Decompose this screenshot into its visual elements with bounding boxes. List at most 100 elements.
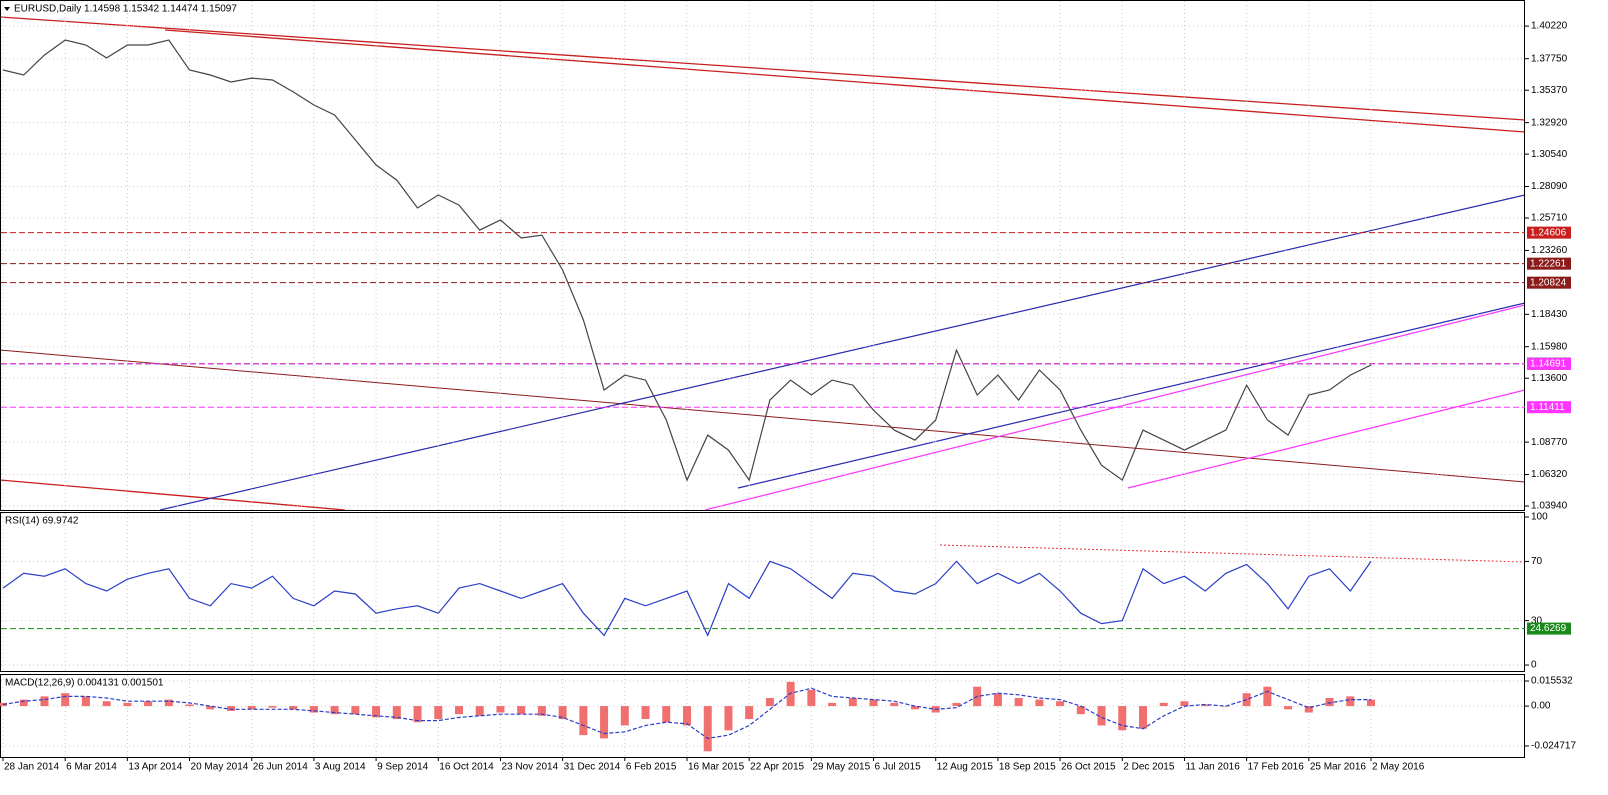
- y-tick-label: 1.25710: [1531, 213, 1568, 224]
- macd-bar: [807, 689, 816, 707]
- x-tick-label: 25 Mar 2016: [1310, 762, 1367, 773]
- macd-bar: [40, 696, 49, 707]
- x-tick-label: 31 Dec 2014: [564, 762, 621, 773]
- macd-bar: [1263, 686, 1272, 707]
- level-label: 1.14691: [1530, 358, 1567, 369]
- macd-bar: [1180, 701, 1189, 707]
- macd-bar: [600, 706, 609, 739]
- x-tick-label: 13 Apr 2014: [128, 762, 182, 773]
- price-panel-frame: [0, 0, 1525, 511]
- macd-bar: [993, 693, 1002, 707]
- rsi-panel-frame: [0, 512, 1525, 672]
- macd-bar: [537, 706, 546, 716]
- y-tick-label: 0: [1531, 660, 1537, 671]
- trend-line: [164, 29, 1526, 133]
- macd-bar: [1118, 706, 1127, 731]
- level-label-bg: [1527, 276, 1571, 289]
- macd-bar: [413, 706, 422, 723]
- x-tick-label: 6 Feb 2015: [626, 762, 677, 773]
- macd-bar: [289, 706, 298, 710]
- macd-bar: [558, 706, 567, 719]
- macd-bar: [227, 706, 235, 711]
- macd-bar: [330, 706, 339, 715]
- trend-line: [159, 194, 1526, 511]
- macd-bar: [1139, 706, 1147, 729]
- x-tick-label: 20 May 2014: [191, 762, 249, 773]
- macd-bar: [475, 706, 484, 716]
- y-tick-label: 30: [1531, 615, 1543, 626]
- macd-bar: [206, 706, 215, 710]
- x-tick-label: 28 Jan 2014: [4, 762, 59, 773]
- macd-bar: [662, 706, 671, 723]
- macd-bar: [434, 706, 443, 719]
- y-tick-label: 0.00: [1531, 701, 1551, 712]
- panel-title: RSI(14) 69.9742: [5, 516, 79, 527]
- trend-line: [0, 479, 346, 511]
- macd-bar: [517, 706, 526, 715]
- x-tick-label: 22 Apr 2015: [750, 762, 804, 773]
- trend-lines: [0, 16, 1526, 563]
- trend-line: [704, 304, 1526, 511]
- macd-bar: [268, 706, 277, 708]
- macd-bar: [61, 693, 70, 707]
- level-label-bg: [1527, 226, 1571, 239]
- x-tick-label: 17 Feb 2016: [1248, 762, 1305, 773]
- trend-line: [737, 302, 1526, 489]
- x-tick-label: 6 Jul 2015: [875, 762, 922, 773]
- macd-bar: [828, 702, 837, 707]
- macd-bar: [579, 706, 588, 736]
- level-label: 24.6269: [1530, 623, 1567, 634]
- menu-triangle[interactable]: [4, 7, 10, 11]
- macd-bar: [185, 704, 194, 707]
- y-tick-label: 70: [1531, 556, 1543, 567]
- macd-bar: [1284, 706, 1293, 710]
- macd-bar: [911, 706, 919, 710]
- macd-bar: [123, 702, 132, 707]
- level-label-bg: [1527, 401, 1571, 414]
- macd-bar: [1367, 699, 1375, 707]
- x-tick-label: 12 Aug 2015: [937, 762, 994, 773]
- macd-bar: [496, 706, 505, 713]
- y-tick-label: 1.15980: [1531, 341, 1568, 352]
- y-tick-label: 1.32920: [1531, 117, 1568, 128]
- macd-bar: [620, 706, 629, 726]
- macd-bar: [848, 698, 857, 707]
- trend-line: [1127, 389, 1526, 489]
- x-tick-label: 23 Nov 2014: [501, 762, 558, 773]
- macd-bar: [1159, 702, 1168, 707]
- y-tick-label: 0.015532: [1531, 676, 1573, 687]
- level-label: 1.22261: [1530, 258, 1567, 269]
- macd-bar: [144, 701, 153, 707]
- level-label: 1.24606: [1530, 227, 1567, 238]
- x-tick-label: 16 Oct 2014: [439, 762, 494, 773]
- macd-bar: [164, 699, 173, 707]
- x-tick-label: 9 Sep 2014: [377, 762, 429, 773]
- macd-bar: [372, 706, 381, 718]
- y-tick-label: 1.37750: [1531, 53, 1568, 64]
- macd-bar: [724, 706, 733, 731]
- macd-bar: [765, 698, 774, 707]
- macd-bar: [309, 706, 318, 713]
- macd-bar: [952, 702, 961, 707]
- x-tick-label: 2 Dec 2015: [1123, 762, 1175, 773]
- macd-bar: [890, 702, 899, 707]
- macd-bar: [745, 706, 754, 719]
- y-tick-label: 1.23260: [1531, 245, 1568, 256]
- level-label-bg: [1527, 357, 1571, 370]
- macd-bar: [102, 701, 111, 707]
- level-label: 1.20824: [1530, 277, 1567, 288]
- price-line: [2, 560, 1372, 637]
- macd-panel-frame: [0, 674, 1525, 758]
- y-tick-label: 1.18430: [1531, 309, 1568, 320]
- macd-bar: [1076, 706, 1085, 715]
- macd-bar: [1014, 698, 1023, 707]
- x-tick-label: 6 Mar 2014: [66, 762, 117, 773]
- macd-bar: [81, 696, 90, 707]
- x-tick-label: 2 May 2016: [1372, 762, 1425, 773]
- y-tick-label: 100: [1531, 512, 1548, 523]
- macd-bar: [1056, 701, 1065, 707]
- signal-line: [2, 687, 1371, 740]
- panel-title: EURUSD,Daily 1.14598 1.15342 1.14474 1.1…: [14, 4, 237, 15]
